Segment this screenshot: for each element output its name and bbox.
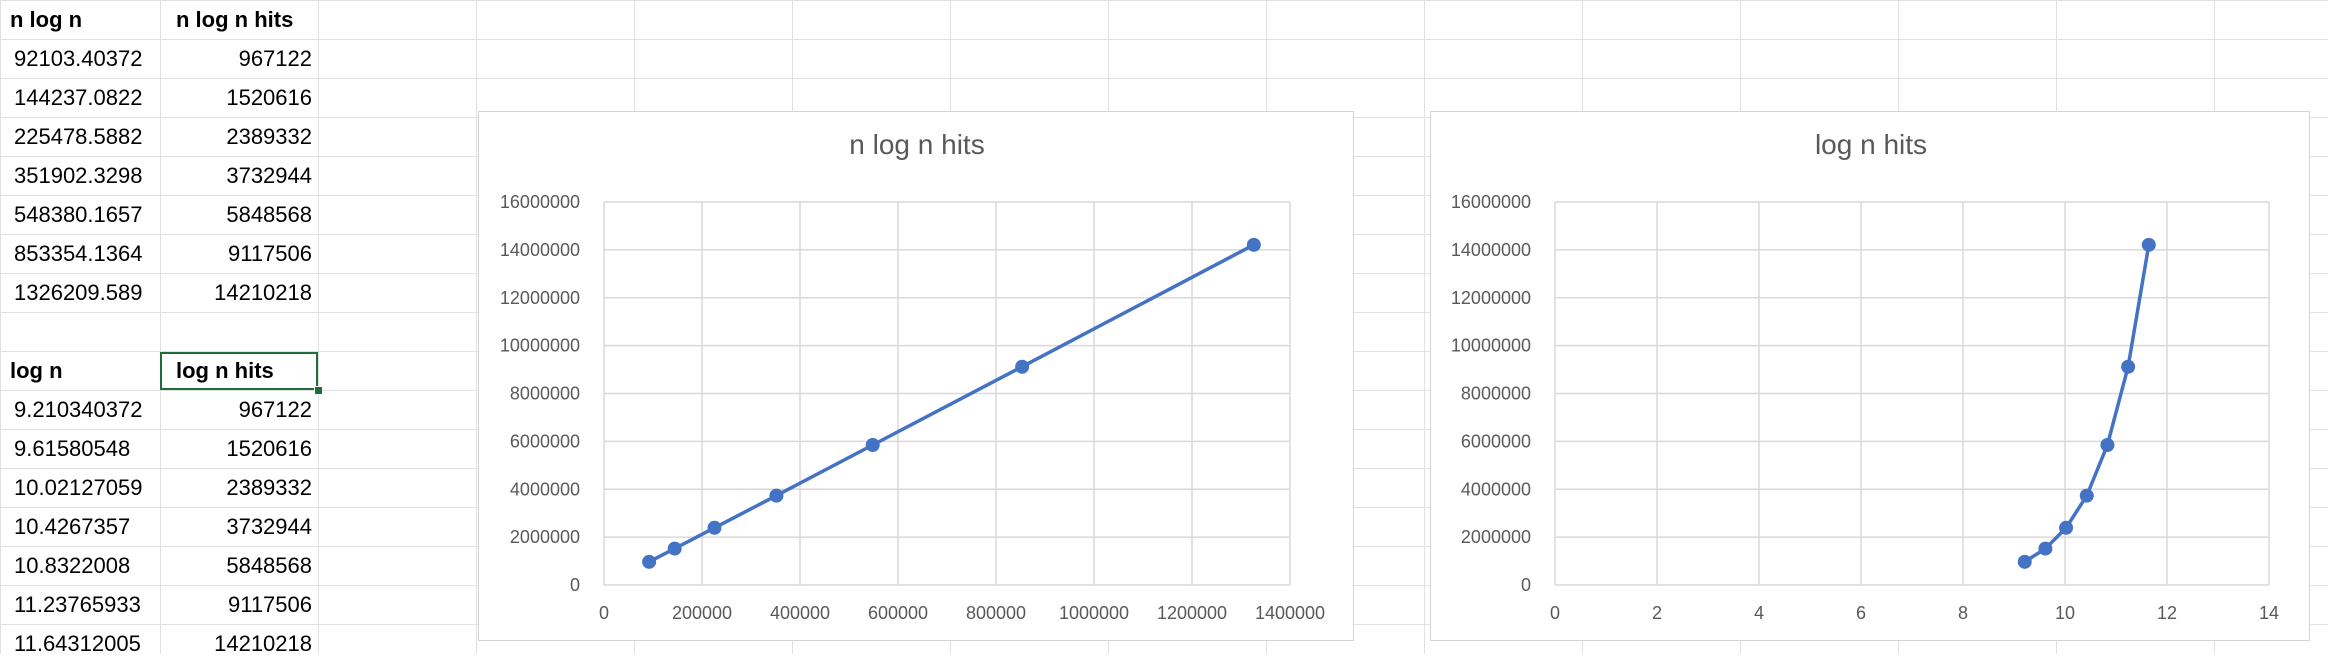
chart-n-log-n-hits[interactable]: n log n hits 0 200000 400000 600000 800000 100… [478, 111, 1354, 641]
data-cell[interactable]: 11.23765933 [14, 592, 141, 617]
data-cell[interactable]: 1520616 [226, 436, 312, 461]
data-cell[interactable]: 2389332 [226, 475, 312, 500]
data-cell[interactable]: 9.210340372 [14, 397, 143, 422]
data-cell[interactable]: 1326209.589 [14, 280, 143, 305]
x-tick-label: 200000 [672, 603, 732, 623]
chart-svg: n log n hits 0 200000 400000 600000 800000 100… [500, 129, 1325, 623]
data-point [2079, 488, 2094, 503]
data-cell[interactable]: 14210218 [214, 280, 312, 305]
chart-log-n-hits[interactable]: log n hits 0 2 4 6 8 10 12 14 0 2000000 4000000 6000… [1430, 111, 2310, 641]
x-tick-label: 400000 [770, 603, 830, 623]
x-tick-label: 2 [1652, 603, 1662, 623]
y-tick-label: 2000000 [1461, 527, 1531, 547]
selection-fill-handle[interactable] [314, 386, 323, 395]
series-line [648, 243, 1255, 564]
chart-title: n log n hits [849, 129, 984, 160]
data-point [2059, 520, 2074, 535]
header-cell-n-log-n-hits[interactable]: n log n hits [176, 7, 294, 32]
y-tick-label: 12000000 [1451, 288, 1531, 308]
data-point [1246, 237, 1261, 252]
data-cell[interactable]: 10.4267357 [14, 514, 131, 539]
data-point [2141, 237, 2156, 252]
data-cell[interactable]: 3732944 [226, 163, 312, 188]
y-tick-label: 6000000 [1461, 431, 1531, 451]
data-point [642, 554, 657, 569]
series-line [2023, 244, 2151, 564]
header-cell-log-n[interactable]: log n [10, 358, 63, 383]
data-cell[interactable]: 10.02127059 [14, 475, 143, 500]
chart-svg: log n hits 0 2 4 6 8 10 12 14 0 2000000 4000000 6000… [1451, 129, 2279, 623]
y-tick-label: 14000000 [500, 240, 580, 260]
x-tick-label: 8 [1958, 603, 1968, 623]
data-point [2100, 437, 2115, 452]
y-tick-label: 6000000 [510, 431, 580, 451]
x-tick-label: 1400000 [1255, 603, 1325, 623]
data-cell[interactable]: 5848568 [226, 553, 312, 578]
data-point [1015, 359, 1030, 374]
data-cell[interactable]: 853354.1364 [14, 241, 143, 266]
y-tick-label: 2000000 [510, 527, 580, 547]
data-point [865, 437, 880, 452]
x-tick-label: 1000000 [1059, 603, 1129, 623]
y-tick-label: 4000000 [510, 479, 580, 499]
data-cell[interactable]: 14210218 [214, 631, 312, 656]
data-cell[interactable]: 967122 [238, 397, 312, 422]
x-tick-label: 0 [1550, 603, 1560, 623]
chart-title: log n hits [1815, 129, 1927, 160]
x-tick-label: 12 [2157, 603, 2177, 623]
data-point [2038, 541, 2053, 556]
y-tick-label: 4000000 [1461, 479, 1531, 499]
data-point [667, 541, 682, 556]
x-tick-label: 600000 [868, 603, 928, 623]
data-cell[interactable]: 225478.5882 [14, 124, 143, 149]
data-point [2121, 359, 2136, 374]
data-cell[interactable]: 5848568 [226, 202, 312, 227]
data-cell[interactable]: 967122 [238, 46, 312, 71]
data-cell[interactable]: 144237.0822 [14, 85, 143, 110]
data-cell[interactable]: 548380.1657 [14, 202, 143, 227]
y-tick-label: 16000000 [500, 192, 580, 212]
data-cell[interactable]: 10.8322008 [14, 553, 131, 578]
data-cell[interactable]: 9117506 [227, 592, 312, 617]
header-cell-n-log-n[interactable]: n log n [10, 7, 83, 32]
y-tick-label: 10000000 [1451, 336, 1531, 356]
x-tick-label: 0 [599, 603, 609, 623]
data-cell[interactable]: 2389332 [226, 124, 312, 149]
y-tick-label: 10000000 [500, 336, 580, 356]
data-cell[interactable]: 11.64312005 [14, 631, 141, 656]
x-tick-label: 4 [1754, 603, 1764, 623]
x-tick-label: 6 [1856, 603, 1866, 623]
y-tick-label: 0 [570, 575, 580, 595]
x-tick-label: 800000 [966, 603, 1026, 623]
x-tick-label: 1200000 [1157, 603, 1227, 623]
data-cell[interactable]: 1520616 [226, 85, 312, 110]
x-tick-label: 14 [2259, 603, 2279, 623]
data-point [2017, 554, 2032, 569]
data-cell[interactable]: 3732944 [226, 514, 312, 539]
data-cell[interactable]: 92103.40372 [14, 46, 143, 71]
y-tick-label: 16000000 [1451, 192, 1531, 212]
x-tick-label: 10 [2055, 603, 2075, 623]
y-tick-label: 8000000 [1461, 384, 1531, 404]
y-tick-label: 14000000 [1451, 240, 1531, 260]
data-point [707, 520, 722, 535]
data-cell[interactable]: 351902.3298 [14, 163, 143, 188]
y-tick-label: 8000000 [510, 384, 580, 404]
header-cell-log-n-hits-selected[interactable]: log n hits [160, 352, 318, 390]
data-cell[interactable]: 9.61580548 [14, 436, 131, 461]
y-tick-label: 0 [1521, 575, 1531, 595]
y-tick-label: 12000000 [500, 288, 580, 308]
data-point [769, 488, 784, 503]
data-cell[interactable]: 9117506 [227, 241, 312, 266]
